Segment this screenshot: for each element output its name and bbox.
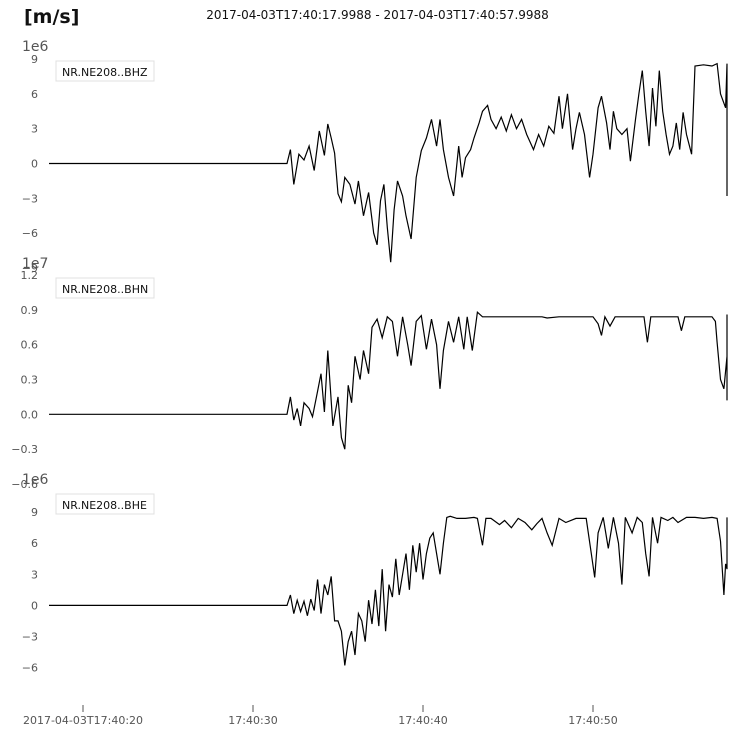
y-tick-label-bhn: 1.2 (21, 269, 39, 282)
x-tick-label: 17:40:50 (568, 714, 617, 727)
time-range-text: 2017-04-03T17:40:17.9988 - 2017-04-03T17… (206, 8, 549, 22)
offset-label-bhe: 1e6 (22, 472, 49, 488)
y-tick-label-bhe: 9 (31, 506, 38, 519)
trace-line-bhz (49, 62, 728, 263)
panel-bhz: NR.NE208..BHZ 1e6 9 6 3 0 −3 −6 −9 (22, 39, 728, 275)
y-tick-label-bhe: 3 (31, 568, 38, 581)
panel-bhn: NR.NE208..BHN 1e7 1.2 0.9 0.6 0.3 0.0 −0.3 −0.… (11, 256, 728, 491)
y-tick-label-bhn: 0.0 (21, 408, 39, 421)
time-range-title: 2017-04-03T17:40:17.9988 - 2017-04-03T17… (0, 8, 737, 22)
panel-bhe: NR.NE208..BHE 1e6 9 6 3 0 −3 −6 (22, 472, 728, 674)
y-tick-label-bhz: 9 (31, 53, 38, 66)
trace-label-bhn: NR.NE208..BHN (62, 283, 148, 296)
y-tick-label-bhz: 6 (31, 88, 38, 101)
y-tick-label-bhe: −3 (22, 630, 38, 643)
unit-label: [m/s] (24, 6, 80, 28)
trace-label-box-bhe (55, 493, 155, 515)
offset-label-bhn: 1e7 (22, 256, 48, 272)
x-tick-label: 17:40:40 (398, 714, 447, 727)
y-tick-label-bhn: −0.6 (11, 478, 38, 491)
trace-label-box-bhz (55, 60, 155, 82)
y-tick-label-bhe: −6 (22, 661, 38, 674)
y-ticks-bhz: 9 6 3 0 −3 −6 −9 (22, 53, 38, 275)
trace-line-bhn (49, 310, 728, 450)
y-tick-label-bhn: 0.6 (21, 339, 39, 352)
y-ticks-bhe: 9 6 3 0 −3 −6 (22, 506, 38, 674)
y-tick-label-bhe: 6 (31, 537, 38, 550)
x-tick-label: 2017-04-03T17:40:20 (23, 714, 143, 727)
x-axis: 2017-04-03T17:40:20 17:40:30 17:40:40 17:40… (23, 705, 618, 727)
y-tick-label-bhz: −6 (22, 227, 38, 240)
y-ticks-bhn: 1.2 0.9 0.6 0.3 0.0 −0.3 −0.6 (11, 269, 38, 491)
y-tick-label-bhn: 0.3 (21, 374, 39, 387)
y-tick-label-bhn: 0.9 (21, 304, 39, 317)
trace-line-bhe (49, 515, 728, 666)
trace-label-box-bhn (55, 277, 155, 299)
y-tick-label-bhe: 0 (31, 599, 38, 612)
trace-label-bhe: NR.NE208..BHE (62, 499, 147, 512)
y-tick-label-bhz: 0 (31, 158, 38, 171)
y-tick-label-bhz: 3 (31, 123, 38, 136)
x-tick-label: 17:40:30 (228, 714, 277, 727)
y-tick-label-bhz: −9 (22, 262, 38, 275)
y-tick-label-bhz: −3 (22, 192, 38, 205)
y-tick-label-bhn: −0.3 (11, 443, 38, 456)
trace-label-bhz: NR.NE208..BHZ (62, 66, 148, 79)
offset-label-bhz: 1e6 (22, 39, 49, 55)
